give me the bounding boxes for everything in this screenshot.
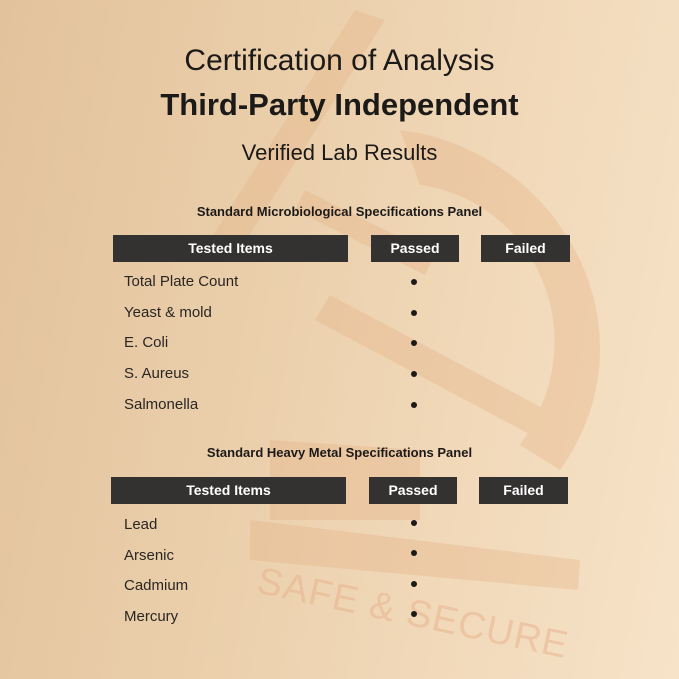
table-row-label: Cadmium <box>124 577 189 594</box>
passed-dot <box>411 581 417 587</box>
column-header-passed: Passed <box>369 477 457 504</box>
table-row-label: Arsenic <box>124 547 175 564</box>
table-row-label: Salmonella <box>124 396 199 413</box>
panel-title: Standard Heavy Metal Specifications Pane… <box>206 445 473 460</box>
passed-dot <box>411 279 417 285</box>
passed-dot <box>411 611 417 617</box>
column-header-failed: Failed <box>481 235 570 262</box>
panel-title: Standard Microbiological Specifications … <box>196 204 483 219</box>
passed-dot <box>411 550 417 556</box>
title-line-1: Certification of Analysis <box>184 44 495 77</box>
passed-dot <box>411 371 417 377</box>
table-row-label: S. Aureus <box>124 365 190 382</box>
passed-dot <box>411 520 417 526</box>
passed-dot <box>411 310 417 316</box>
column-header-tested-items: Tested Items <box>111 477 346 504</box>
passed-dot <box>411 402 417 408</box>
passed-dot <box>411 340 417 346</box>
column-header-failed: Failed <box>479 477 568 504</box>
table-row-label: Total Plate Count <box>124 273 239 290</box>
table-row-label: Yeast & mold <box>124 304 212 321</box>
subtitle: Verified Lab Results <box>241 140 438 165</box>
table-row-label: Lead <box>124 516 158 533</box>
column-header-passed: Passed <box>371 235 459 262</box>
column-header-tested-items: Tested Items <box>113 235 348 262</box>
table-row-label: Mercury <box>124 608 179 625</box>
table-row-label: E. Coli <box>124 334 169 351</box>
title-line-2: Third-Party Independent <box>160 87 519 122</box>
